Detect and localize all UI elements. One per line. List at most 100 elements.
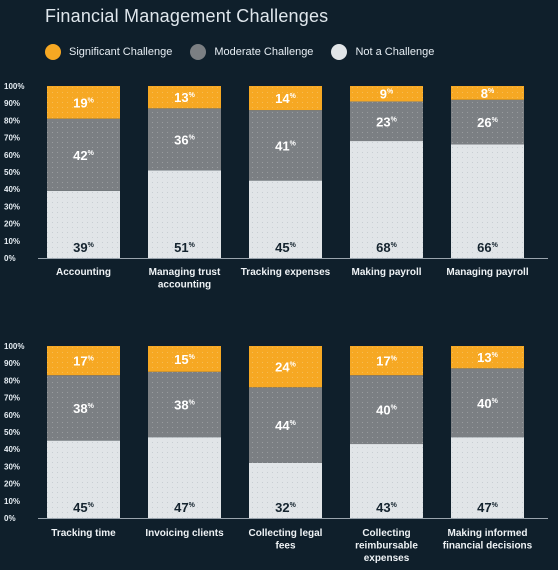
y-tick-label: 10% — [4, 237, 20, 246]
bar-texture — [451, 86, 524, 100]
category-label: Collecting reimbursable expenses — [355, 528, 418, 564]
data-label: 14% — [275, 91, 296, 106]
bar-texture — [249, 180, 322, 258]
y-tick-label: 70% — [4, 134, 20, 143]
category-label: Managing payroll — [446, 267, 528, 278]
data-label: 17% — [73, 354, 94, 369]
data-label: 40% — [376, 403, 397, 418]
bar-texture — [148, 108, 221, 171]
y-tick-label: 30% — [4, 202, 20, 211]
y-tick-label: 20% — [4, 220, 20, 229]
bar-texture — [249, 462, 322, 518]
category-label: Tracking time — [51, 528, 116, 539]
y-tick-label: 50% — [4, 428, 20, 437]
bar-texture — [451, 437, 524, 518]
legend: Significant Challenge Moderate Challenge… — [45, 44, 434, 60]
data-label: 19% — [73, 95, 94, 110]
data-label: 45% — [275, 240, 296, 255]
y-tick-label: 0% — [4, 254, 16, 263]
category-label: Invoicing clients — [145, 528, 224, 539]
bar-texture — [148, 437, 221, 518]
data-label: 23% — [376, 114, 397, 129]
bar-texture — [249, 346, 322, 388]
legend-label-significant: Significant Challenge — [69, 46, 173, 58]
bar-texture — [47, 440, 120, 518]
bar-texture — [350, 101, 423, 142]
bar-texture — [451, 144, 524, 258]
bar-texture — [148, 371, 221, 438]
bar-texture — [47, 375, 120, 441]
y-tick-label: 40% — [4, 185, 20, 194]
data-label: 13% — [174, 90, 195, 105]
data-label: 51% — [174, 240, 195, 255]
category-label: Making payroll — [351, 267, 421, 278]
data-label: 39% — [73, 240, 94, 255]
bar-texture — [47, 86, 120, 119]
data-label: 32% — [275, 500, 296, 515]
y-tick-label: 40% — [4, 445, 20, 454]
data-label: 68% — [376, 240, 397, 255]
y-tick-label: 80% — [4, 116, 20, 125]
y-tick-label: 0% — [4, 514, 16, 523]
bar-texture — [451, 99, 524, 145]
data-label: 24% — [275, 360, 296, 375]
data-label: 47% — [174, 500, 195, 515]
bar-texture — [47, 346, 120, 376]
data-label: 17% — [376, 354, 397, 369]
category-label: Collecting legal fees — [249, 528, 323, 552]
category-label: Accounting — [56, 267, 111, 278]
bar-texture — [47, 118, 120, 191]
category-label: Making informed financial decisions — [443, 528, 533, 552]
legend-label-moderate: Moderate Challenge — [214, 46, 314, 58]
data-label: 42% — [73, 148, 94, 163]
y-tick-label: 90% — [4, 99, 20, 108]
legend-swatch-moderate — [190, 44, 207, 60]
data-label: 9% — [380, 87, 394, 102]
bar-texture — [249, 387, 322, 463]
y-tick-label: 70% — [4, 394, 20, 403]
data-label: 36% — [174, 132, 195, 147]
y-tick-label: 20% — [4, 480, 20, 489]
data-label: 47% — [477, 500, 498, 515]
data-label: 15% — [174, 352, 195, 367]
bar-texture — [350, 141, 423, 258]
bar-texture — [148, 170, 221, 258]
bar-texture — [148, 86, 221, 109]
y-tick-label: 60% — [4, 151, 20, 160]
y-tick-label: 80% — [4, 376, 20, 385]
y-tick-label: 50% — [4, 168, 20, 177]
legend-swatch-none — [331, 44, 348, 60]
data-label: 66% — [477, 240, 498, 255]
bar-texture — [350, 375, 423, 445]
category-label: Tracking expenses — [241, 267, 331, 278]
data-label: 38% — [73, 401, 94, 416]
y-tick-label: 100% — [4, 342, 24, 351]
y-tick-label: 30% — [4, 462, 20, 471]
bar-texture — [249, 110, 322, 181]
y-tick-label: 90% — [4, 359, 20, 368]
y-tick-label: 10% — [4, 497, 20, 506]
y-tick-label: 60% — [4, 411, 20, 420]
data-label: 38% — [174, 397, 195, 412]
data-label: 41% — [275, 138, 296, 153]
data-label: 43% — [376, 500, 397, 515]
bar-texture — [148, 346, 221, 372]
bar-texture — [451, 346, 524, 369]
bar-texture — [451, 368, 524, 438]
y-tick-label: 100% — [4, 82, 24, 91]
bar-texture — [350, 444, 423, 518]
data-label: 13% — [477, 350, 498, 365]
legend-label-none: Not a Challenge — [355, 46, 435, 58]
bar-texture — [249, 86, 322, 111]
data-label: 26% — [477, 115, 498, 130]
data-label: 8% — [481, 86, 495, 101]
legend-item-moderate: Moderate Challenge — [190, 44, 313, 60]
bar-texture — [47, 190, 120, 258]
bar-texture — [350, 346, 423, 376]
legend-swatch-significant — [45, 44, 61, 60]
category-label: Managing trust accounting — [149, 267, 221, 291]
legend-item-significant: Significant Challenge — [45, 44, 172, 60]
page-title: Financial Management Challenges — [45, 6, 329, 26]
